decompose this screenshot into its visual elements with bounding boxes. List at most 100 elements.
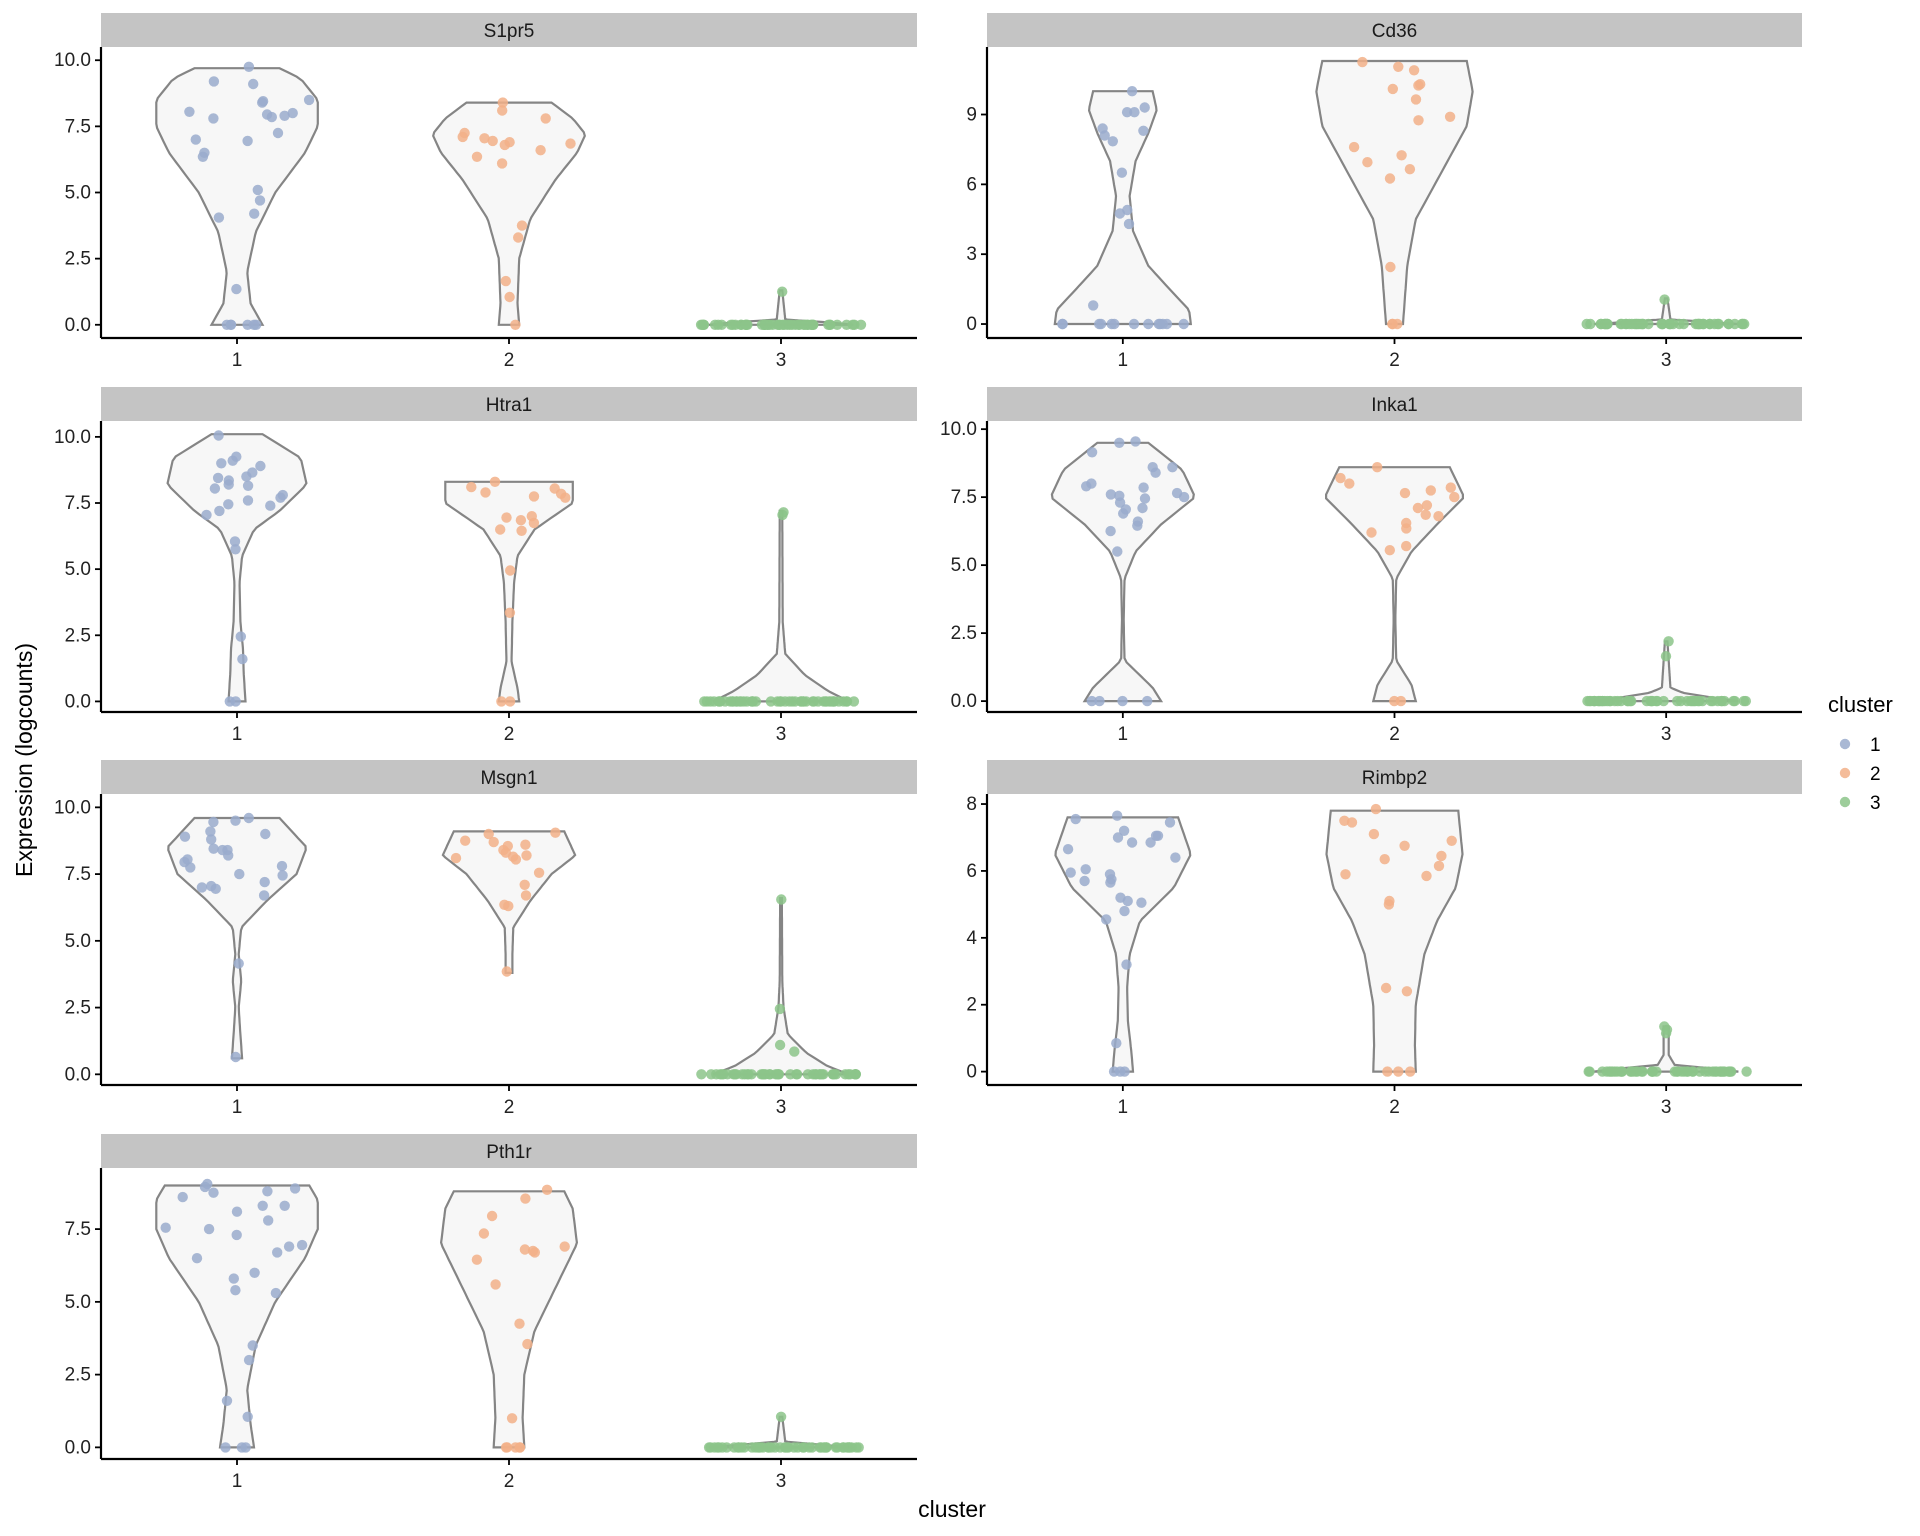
data-point-cluster-3 [1660,651,1672,662]
data-point-cluster-3 [855,319,867,330]
data-point-cluster-3 [1663,636,1674,647]
data-point-cluster-1 [242,480,254,491]
data-point-cluster-1 [216,458,227,469]
facet-strip-label: Htra1 [486,395,532,416]
y-tick-label: 10.0 [54,797,91,818]
violin-cluster-2 [439,1190,579,1449]
data-point-cluster-2 [559,1241,570,1252]
x-tick-label: 3 [776,350,787,371]
facet-strip-label: Cd36 [1372,21,1417,42]
data-point-cluster-3 [701,696,713,707]
data-point-cluster-1 [230,1285,241,1296]
data-point-cluster-3 [755,1442,766,1453]
data-point-cluster-1 [1065,867,1076,878]
data-point-cluster-2 [1399,487,1411,499]
data-point-cluster-2 [1393,61,1404,72]
data-point-cluster-2 [1420,509,1431,520]
data-point-cluster-3 [1602,318,1613,330]
y-tick-label: 0 [966,314,977,335]
data-point-cluster-1 [270,1287,282,1299]
data-point-cluster-3 [1712,695,1724,707]
data-point-cluster-1 [247,1340,258,1351]
data-point-cluster-2 [504,291,515,303]
y-tick-label: 2.5 [65,998,91,1019]
data-point-cluster-2 [1372,462,1383,473]
data-point-cluster-1 [1130,436,1141,447]
data-point-cluster-3 [774,1039,786,1051]
x-tick-label: 1 [232,1097,243,1118]
data-point-cluster-1 [221,1395,233,1407]
data-point-cluster-1 [1121,959,1132,970]
data-point-cluster-3 [806,1442,818,1453]
data-point-cluster-1 [229,536,241,547]
data-point-cluster-1 [214,505,225,517]
data-point-cluster-1 [1107,136,1119,147]
data-point-cluster-1 [197,151,209,162]
violin-cluster-2 [1325,809,1464,1073]
data-point-cluster-1 [283,1241,295,1252]
data-point-cluster-1 [272,127,284,139]
data-point-cluster-2 [490,1279,501,1290]
data-point-cluster-1 [190,134,201,145]
data-point-cluster-2 [520,1193,531,1204]
data-point-cluster-1 [1116,167,1128,178]
data-point-cluster-3 [725,319,737,330]
data-point-cluster-2 [521,850,532,861]
y-tick-label: 5.0 [951,555,977,576]
data-point-cluster-1 [1114,437,1125,448]
x-tick-label: 2 [1389,724,1400,745]
data-point-cluster-1 [1170,852,1181,863]
data-point-cluster-1 [1081,481,1092,492]
data-point-cluster-1 [1178,491,1190,503]
data-point-cluster-1 [212,472,224,484]
data-point-cluster-2 [1413,80,1424,91]
data-point-cluster-2 [528,517,540,529]
facet-strip [101,1134,917,1168]
data-point-cluster-2 [1370,803,1382,815]
y-tick-label: 2.5 [65,1365,91,1386]
data-point-cluster-2 [1401,523,1412,534]
data-point-cluster-3 [823,319,834,330]
panel-htra1: Htra1 0.0 2.5 5.0 7.5 10.0 1 2 3 [54,387,917,745]
data-point-cluster-3 [1723,318,1734,330]
data-point-cluster-3 [1585,318,1596,330]
data-point-cluster-1 [230,815,241,826]
data-point-cluster-3 [746,1069,757,1080]
data-point-cluster-2 [1404,164,1416,175]
x-tick-label: 3 [1661,724,1672,745]
data-point-cluster-1 [1099,130,1110,141]
data-point-cluster-2 [513,232,524,243]
legend: cluster 1 2 3 [1828,692,1893,814]
data-point-cluster-3 [1703,1066,1714,1077]
data-point-cluster-1 [279,1200,290,1212]
data-point-cluster-1 [1086,447,1098,458]
violin-cluster-1 [155,1184,319,1449]
data-point-cluster-3 [765,696,777,707]
data-point-cluster-2 [1410,94,1422,105]
data-point-cluster-2 [519,879,530,890]
data-point-cluster-3 [774,319,785,330]
data-point-cluster-3 [1625,1066,1636,1077]
data-point-cluster-2 [1380,982,1392,994]
data-point-cluster-3 [805,319,817,330]
y-tick-label: 7.5 [65,116,91,137]
data-point-cluster-1 [287,107,298,119]
data-point-cluster-2 [1445,482,1457,493]
data-point-cluster-1 [1105,877,1116,888]
data-point-cluster-1 [1153,318,1165,330]
data-point-cluster-2 [483,828,494,840]
data-point-cluster-2 [1425,485,1437,496]
data-point-cluster-3 [784,696,795,707]
data-point-cluster-3 [759,319,770,330]
y-tick-label: 10.0 [54,50,91,71]
data-point-cluster-1 [1070,813,1081,825]
data-point-cluster-1 [205,826,216,837]
data-point-cluster-1 [185,862,196,873]
data-point-cluster-3 [1712,318,1723,330]
data-point-cluster-2 [500,275,511,287]
data-point-cluster-1 [208,843,219,854]
violin-cluster-3 [1593,640,1739,703]
data-point-cluster-3 [1583,1066,1594,1077]
